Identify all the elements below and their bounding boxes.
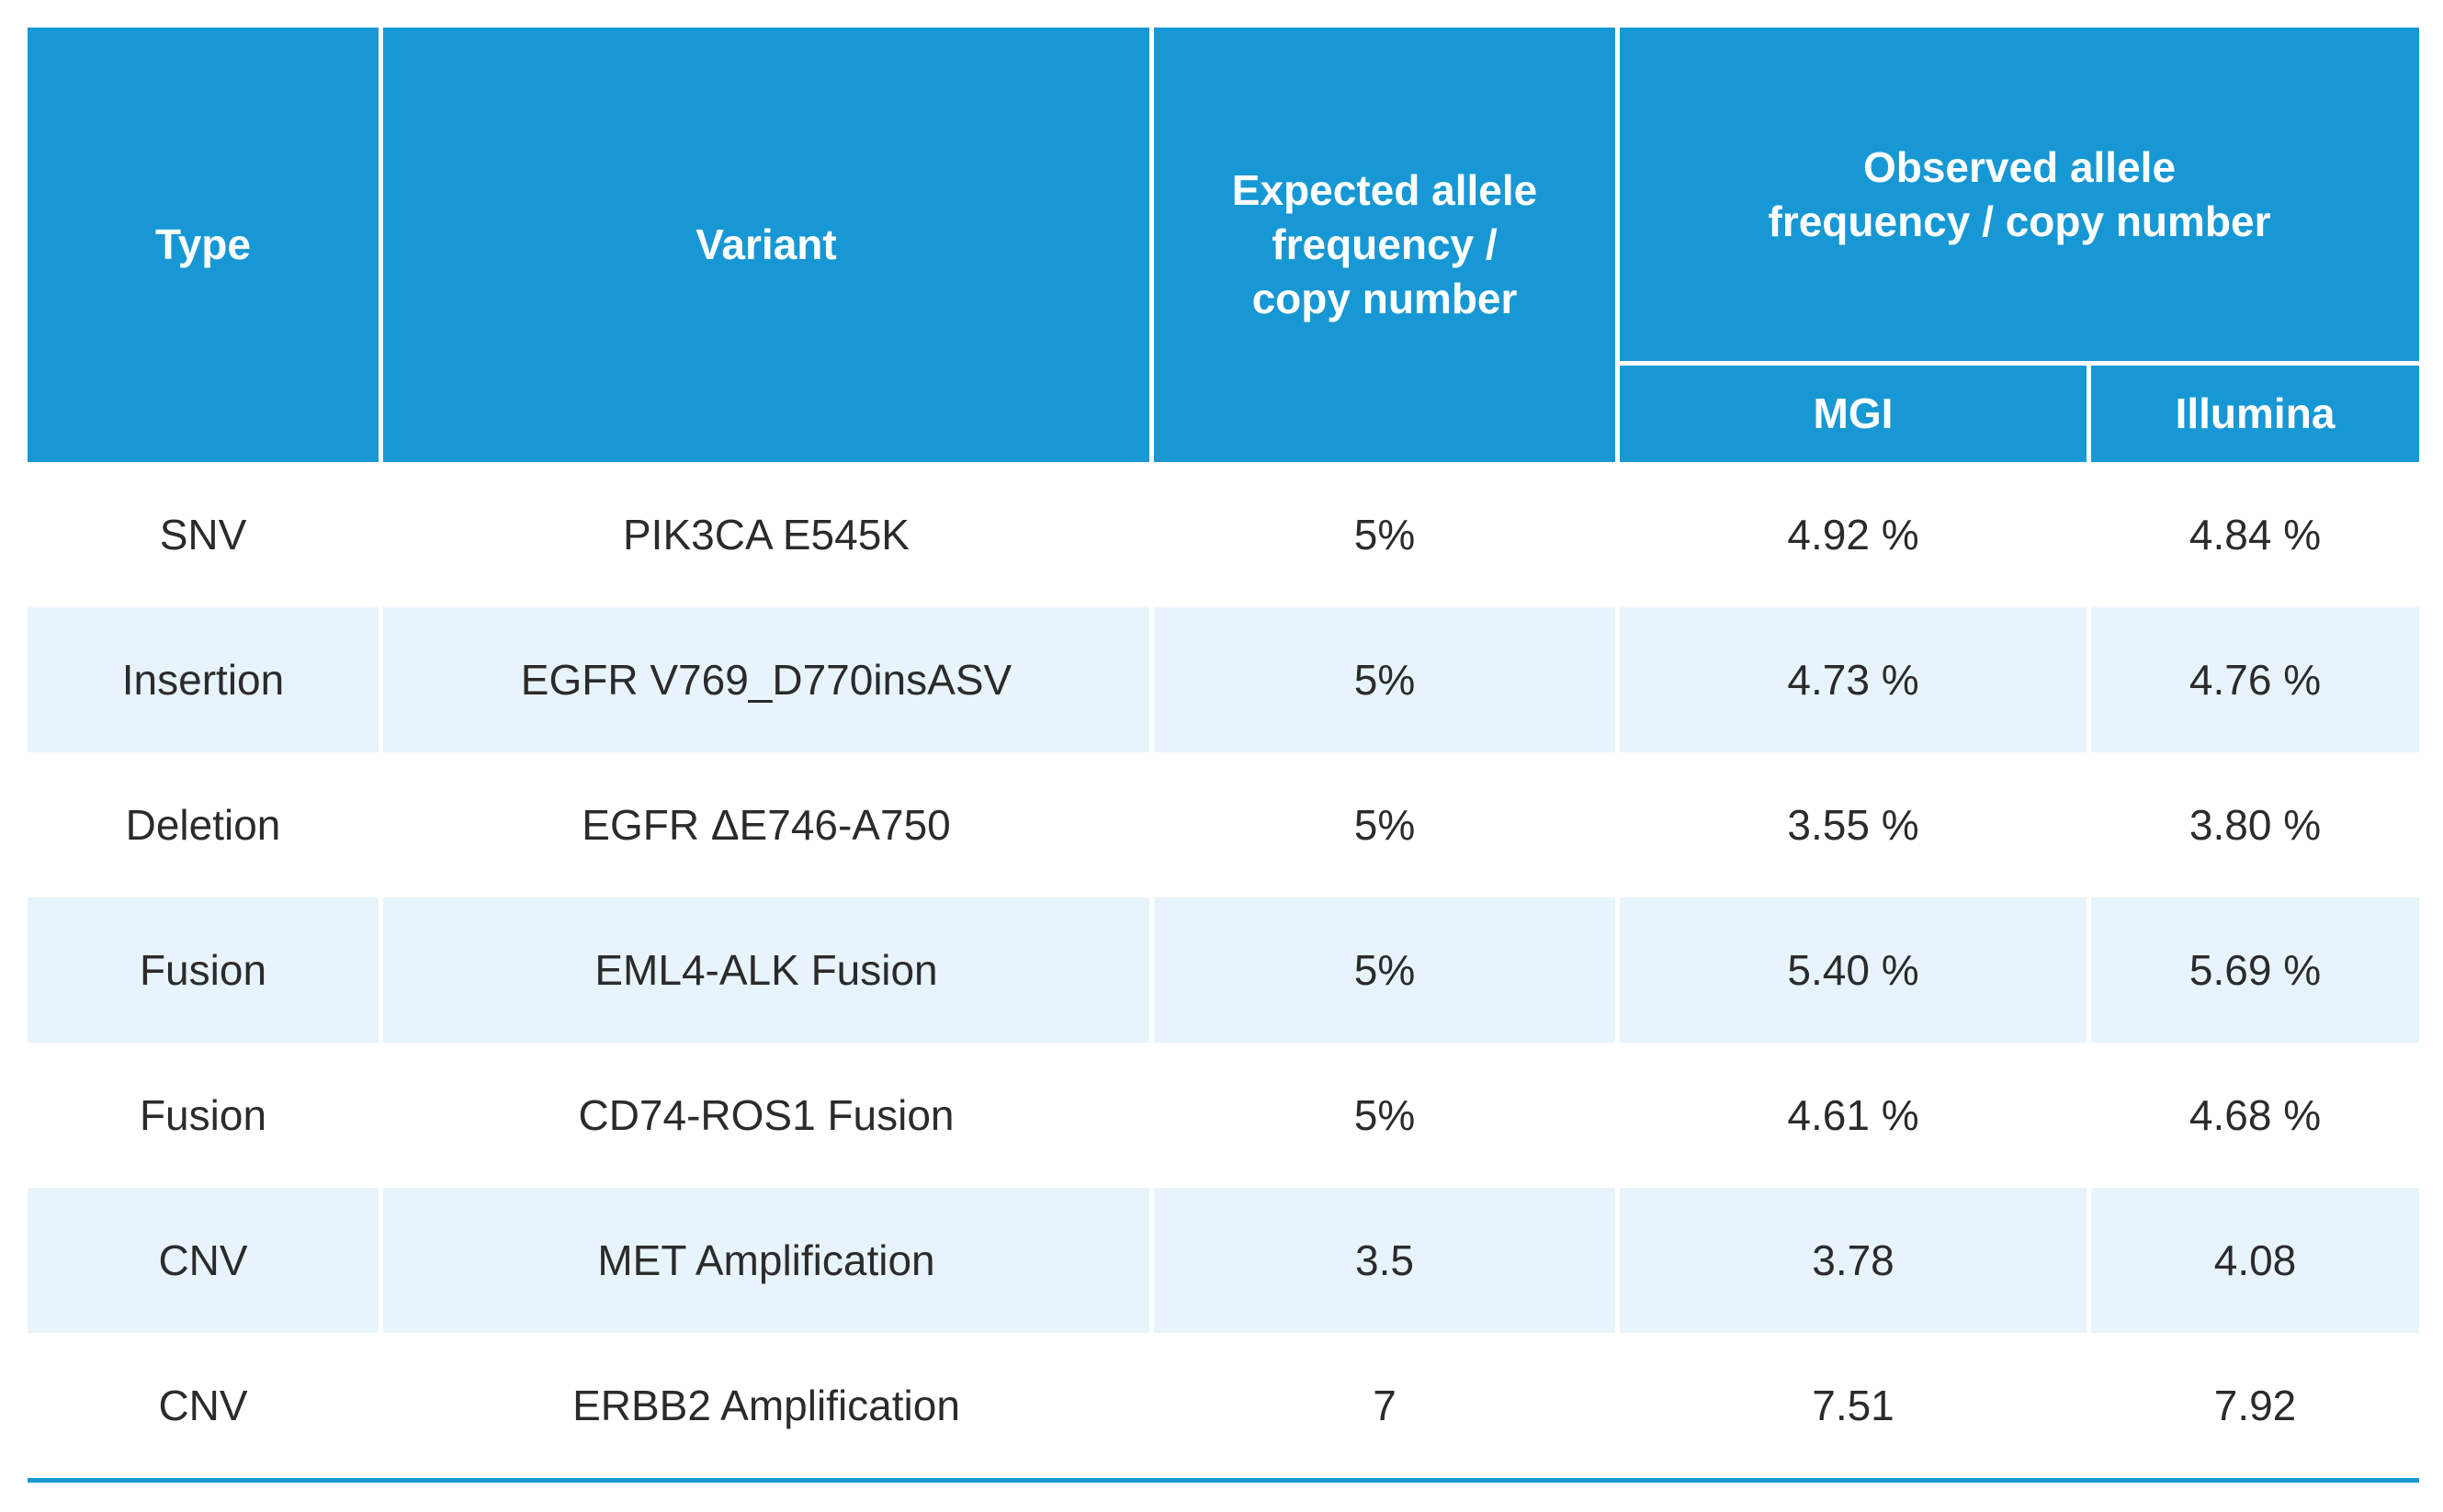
variant-cell: PIK3CA E545K — [383, 462, 1154, 607]
col-header-observed: Observed allele frequency / copy number — [1620, 28, 2420, 366]
header-row-main: Type Variant Expected allele frequency /… — [28, 28, 2420, 462]
illumina-cell: 4.68 % — [2091, 1043, 2420, 1188]
expected-cell: 5% — [1154, 897, 1620, 1043]
expected-cell: 5% — [1154, 607, 1620, 752]
variant-cell: CD74-ROS1 Fusion — [383, 1043, 1154, 1188]
illumina-cell: 7.92 — [2091, 1333, 2420, 1478]
variant-cell: EML4-ALK Fusion — [383, 897, 1154, 1043]
type-cell: SNV — [28, 462, 383, 607]
mgi-cell: 4.61 % — [1620, 1043, 2091, 1188]
mgi-cell: 3.78 — [1620, 1188, 2091, 1333]
table-row: Insertion EGFR V769_D770insASV 5% 4.73 %… — [28, 607, 2420, 752]
expected-cell: 5% — [1154, 462, 1620, 607]
col-header-observed-line: frequency / copy number — [1768, 197, 2271, 245]
illumina-cell: 5.69 % — [2091, 897, 2420, 1043]
col-header-mgi: MGI — [1620, 366, 2091, 462]
col-header-expected-line: copy number — [1251, 274, 1518, 322]
illumina-cell: 3.80 % — [2091, 752, 2420, 897]
type-cell: Insertion — [28, 607, 383, 752]
expected-cell: 7 — [1154, 1333, 1620, 1478]
table-row: CNV MET Amplification 3.5 3.78 4.08 — [28, 1188, 2420, 1333]
variant-cell: MET Amplification — [383, 1188, 1154, 1333]
col-header-variant: Variant — [383, 28, 1154, 462]
col-header-expected-line: Expected allele — [1231, 166, 1538, 215]
table-row: SNV PIK3CA E545K 5% 4.92 % 4.84 % — [28, 462, 2420, 607]
header-row-sub: MGI Illumina — [28, 366, 2420, 462]
mgi-cell: 4.73 % — [1620, 607, 2091, 752]
mgi-cell: 5.40 % — [1620, 897, 2091, 1043]
illumina-cell: 4.08 — [2091, 1188, 2420, 1333]
mgi-cell: 3.55 % — [1620, 752, 2091, 897]
mgi-cell: 4.92 % — [1620, 462, 2091, 607]
type-cell: CNV — [28, 1188, 383, 1333]
variant-cell: EGFR ΔE746-A750 — [383, 752, 1154, 897]
col-header-expected: Expected allele frequency / copy number — [1154, 28, 1620, 462]
expected-cell: 5% — [1154, 1043, 1620, 1188]
expected-cell: 5% — [1154, 752, 1620, 897]
table-row: Fusion EML4-ALK Fusion 5% 5.40 % 5.69 % — [28, 897, 2420, 1043]
illumina-cell: 4.76 % — [2091, 607, 2420, 752]
type-cell: Fusion — [28, 1043, 383, 1188]
variant-frequency-table: Type Variant Expected allele frequency /… — [28, 28, 2420, 1478]
illumina-cell: 4.84 % — [2091, 462, 2420, 607]
col-header-observed-line: Observed allele — [1862, 142, 2177, 191]
col-header-expected-line: frequency / — [1272, 220, 1498, 269]
expected-cell: 3.5 — [1154, 1188, 1620, 1333]
col-header-type: Type — [28, 28, 383, 462]
mgi-cell: 7.51 — [1620, 1333, 2091, 1478]
variant-cell: ERBB2 Amplification — [383, 1333, 1154, 1478]
table-row: Fusion CD74-ROS1 Fusion 5% 4.61 % 4.68 % — [28, 1043, 2420, 1188]
col-header-illumina: Illumina — [2091, 366, 2420, 462]
type-cell: CNV — [28, 1333, 383, 1478]
variant-cell: EGFR V769_D770insASV — [383, 607, 1154, 752]
type-cell: Deletion — [28, 752, 383, 897]
type-cell: Fusion — [28, 897, 383, 1043]
table-row: CNV ERBB2 Amplification 7 7.51 7.92 — [28, 1333, 2420, 1478]
table-row: Deletion EGFR ΔE746-A750 5% 3.55 % 3.80 … — [28, 752, 2420, 897]
table-bottom-rule — [28, 1478, 2419, 1483]
